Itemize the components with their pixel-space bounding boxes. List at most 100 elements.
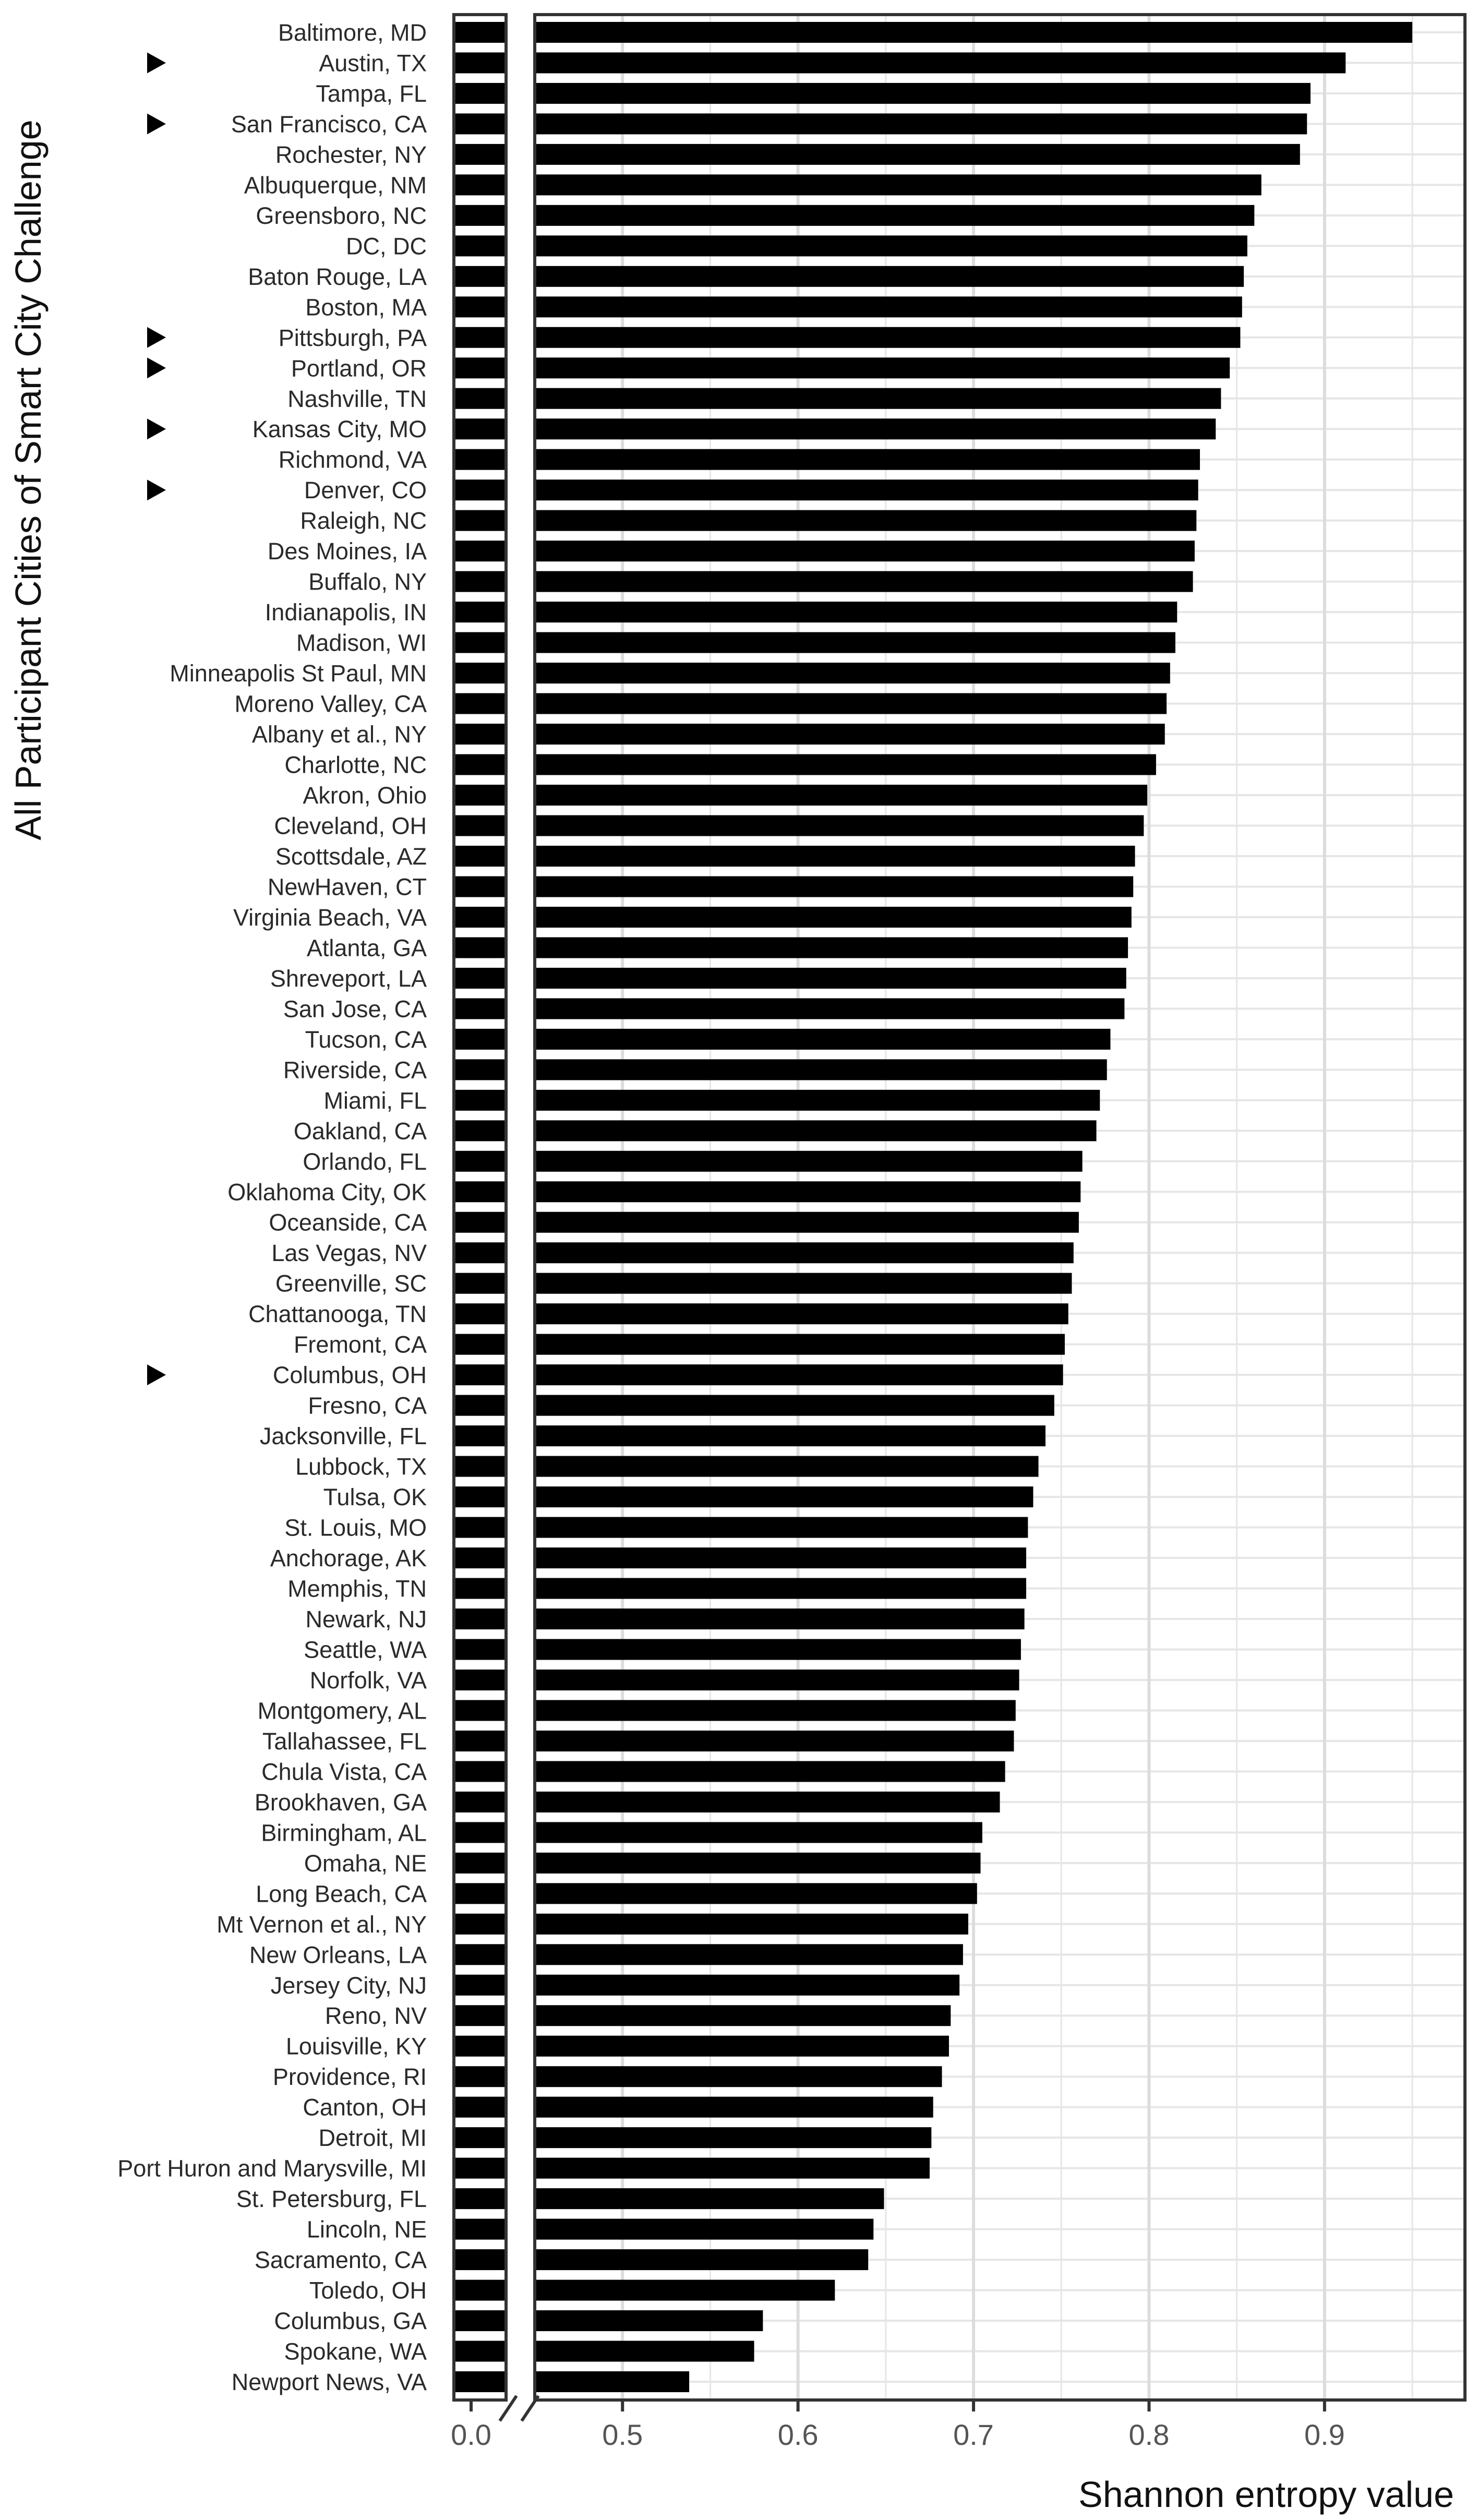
category-label: Atlanta, GA: [307, 934, 427, 961]
bar-stub-birmingham-al: [454, 1822, 506, 1843]
bar-stub-greenville-sc: [454, 1273, 506, 1294]
bar-pittsburgh-pa: [535, 327, 1241, 348]
category-label: Miami, FL: [323, 1087, 427, 1114]
bar-dc-dc: [535, 235, 1247, 257]
category-label: Charlotte, NC: [284, 752, 427, 778]
bar-stub-san-francisco-ca: [454, 113, 506, 135]
category-label: Toledo, OH: [309, 2277, 427, 2304]
category-label: Greensboro, NC: [256, 202, 427, 229]
category-label: Akron, Ohio: [303, 782, 427, 809]
bar-stub-minneapolis-st-paul-mn: [454, 663, 506, 684]
bar-stub-columbus-ga: [454, 2310, 506, 2332]
bar-stub-scottsdale-az: [454, 845, 506, 867]
bar-stub-boston-ma: [454, 296, 506, 318]
category-label: Pittsburgh, PA: [279, 325, 427, 351]
bar-san-jose-ca: [535, 998, 1125, 1019]
bar-stub-jacksonville-fl: [454, 1425, 506, 1447]
bar-lubbock-tx: [535, 1456, 1039, 1477]
category-label: Virginia Beach, VA: [233, 904, 427, 931]
bar-birmingham-al: [535, 1822, 982, 1843]
bar-stub-denver-co: [454, 479, 506, 501]
bar-baltimore-md: [535, 22, 1413, 43]
bar-stub-montgomery-al: [454, 1700, 506, 1721]
bar-stub-fremont-ca: [454, 1334, 506, 1355]
bar-stub-anchorage-ak: [454, 1547, 506, 1569]
bar-rochester-ny: [535, 143, 1300, 165]
bar-stub-charlotte-nc: [454, 754, 506, 775]
bar-anchorage-ak: [535, 1547, 1026, 1569]
bar-stub-madison-wi: [454, 632, 506, 653]
bar-stub-long-beach-ca: [454, 1883, 506, 1904]
bar-minneapolis-st-paul-mn: [535, 663, 1170, 684]
category-label: Newark, NJ: [305, 1606, 427, 1633]
bar-stub-las-vegas-nv: [454, 1242, 506, 1264]
bar-akron-ohio: [535, 785, 1148, 806]
category-label: Portland, OR: [291, 355, 427, 381]
bar-jacksonville-fl: [535, 1425, 1046, 1447]
bar-stub-atlanta-ga: [454, 937, 506, 958]
bar-shreveport-la: [535, 967, 1126, 989]
bar-stub-oklahoma-city-ok: [454, 1181, 506, 1203]
bar-charlotte-nc: [535, 754, 1156, 775]
bar-toledo-oh: [535, 2279, 835, 2301]
bar-canton-oh: [535, 2096, 933, 2118]
bar-lincoln-ne: [535, 2218, 874, 2240]
category-label: Minneapolis St Paul, MN: [170, 660, 427, 687]
bar-baton-rouge-la: [535, 266, 1244, 287]
bar-stub-tulsa-ok: [454, 1486, 506, 1508]
bar-stub-orlando-fl: [454, 1150, 506, 1172]
category-label: Memphis, TN: [287, 1576, 427, 1602]
bar-greensboro-nc: [535, 205, 1255, 226]
bar-albuquerque-nm: [535, 174, 1261, 196]
category-label: Shreveport, LA: [270, 965, 427, 992]
bar-stub-dc-dc: [454, 235, 506, 257]
bar-stub-newport-news-va: [454, 2371, 506, 2392]
bar-stub-reno-nv: [454, 2005, 506, 2026]
category-label: Rochester, NY: [275, 141, 427, 168]
bar-stub-providence-ri: [454, 2066, 506, 2087]
category-label: Spokane, WA: [284, 2338, 427, 2365]
bar-stub-riverside-ca: [454, 1059, 506, 1081]
bar-stub-akron-ohio: [454, 785, 506, 806]
category-labels: Baltimore, MD Austin, TX Tampa, FL San Fran…: [117, 19, 427, 2395]
bar-stub-baltimore-md: [454, 22, 506, 43]
bar-las-vegas-nv: [535, 1242, 1074, 1264]
category-label: NewHaven, CT: [268, 873, 427, 900]
bar-austin-tx: [535, 52, 1346, 74]
bar-columbus-ga: [535, 2310, 763, 2332]
category-label: Boston, MA: [305, 294, 427, 320]
bar-jersey-city-nj: [535, 1974, 960, 1996]
category-label: Oakland, CA: [294, 1118, 427, 1144]
category-label: Madison, WI: [296, 630, 427, 656]
category-label: Orlando, FL: [303, 1148, 427, 1175]
bar-tampa-fl: [535, 82, 1311, 104]
bar-seattle-wa: [535, 1639, 1021, 1660]
bar-madison-wi: [535, 632, 1175, 653]
x-tick-label: 0.9: [1304, 2418, 1345, 2451]
bar-virginia-beach-va: [535, 906, 1132, 928]
category-label: Kansas City, MO: [253, 416, 427, 442]
bar-stub-indianapolis-in: [454, 602, 506, 623]
category-label: Austin, TX: [319, 50, 427, 76]
category-label: Tucson, CA: [305, 1026, 427, 1053]
panel-frames: [452, 13, 1467, 2402]
bar-stub-albuquerque-nm: [454, 174, 506, 196]
bar-stub-newhaven-ct: [454, 876, 506, 897]
category-label: Anchorage, AK: [270, 1545, 427, 1571]
category-label: Scottsdale, AZ: [275, 843, 427, 870]
bar-stub-oceanside-ca: [454, 1211, 506, 1233]
bar-columbus-oh: [535, 1364, 1063, 1386]
category-label: Chula Vista, CA: [261, 1758, 427, 1785]
left-panel-frame: [452, 13, 508, 2402]
bar-stub-newark-nj: [454, 1608, 506, 1629]
triangle-right-icon: [147, 479, 166, 501]
highlight-markers: [147, 52, 166, 1386]
main-panel-frame: [533, 13, 1467, 2402]
category-label: St. Petersburg, FL: [236, 2186, 427, 2212]
bar-stub-miami-fl: [454, 1089, 506, 1111]
category-label: Seattle, WA: [304, 1636, 427, 1663]
bar-denver-co: [535, 479, 1198, 501]
category-label: Columbus, OH: [273, 1362, 427, 1388]
bar-stub-cleveland-oh: [454, 815, 506, 836]
bar-stub-brookhaven-ga: [454, 1791, 506, 1813]
